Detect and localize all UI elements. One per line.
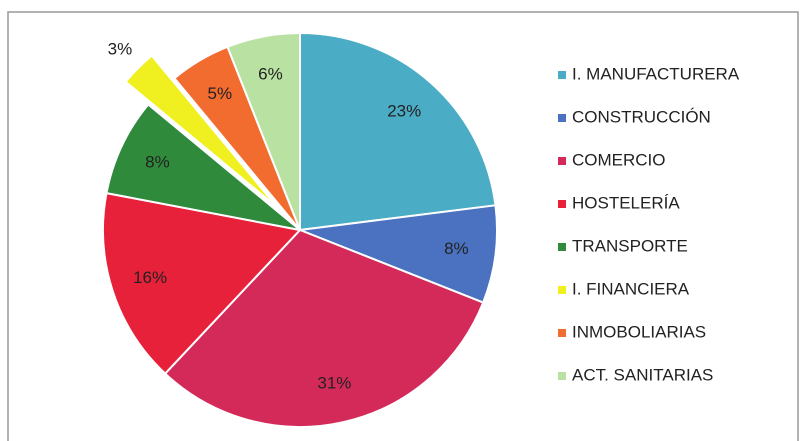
data-label: 31% xyxy=(317,373,351,392)
legend-label: TRANSPORTE xyxy=(572,236,688,255)
data-label: 3% xyxy=(108,39,133,58)
legend-label: ACT. SANITARIAS xyxy=(572,365,713,384)
pie-slice xyxy=(299,204,498,304)
pie-slice xyxy=(102,191,302,376)
legend-label: HOSTELERÍA xyxy=(572,193,680,212)
legend-swatch xyxy=(558,114,566,122)
legend-label: I. FINANCIERA xyxy=(572,279,690,298)
data-label: 23% xyxy=(387,101,421,120)
pie-slice xyxy=(163,228,485,428)
data-label: 8% xyxy=(444,239,469,258)
legend-label: INMOBOLIARIAS xyxy=(572,322,706,341)
pie-slice xyxy=(124,54,279,209)
legend-swatch xyxy=(558,157,566,165)
legend-swatch xyxy=(558,286,566,294)
pie-slice xyxy=(299,31,497,232)
legend-label: CONSTRUCCIÓN xyxy=(572,107,711,126)
legend-swatch xyxy=(558,329,566,337)
legend-label: COMERCIO xyxy=(572,150,666,169)
pie-slice xyxy=(105,103,301,231)
pie-slice xyxy=(226,31,301,231)
legend-swatch xyxy=(558,71,566,79)
data-label: 5% xyxy=(207,84,232,103)
legend-swatch xyxy=(558,200,566,208)
data-label: 8% xyxy=(145,152,170,171)
data-label: 16% xyxy=(133,268,167,287)
legend-swatch xyxy=(558,243,566,251)
legend-swatch xyxy=(558,372,566,380)
data-label: 6% xyxy=(258,65,283,84)
legend-label: I. MANUFACTURERA xyxy=(572,64,740,83)
